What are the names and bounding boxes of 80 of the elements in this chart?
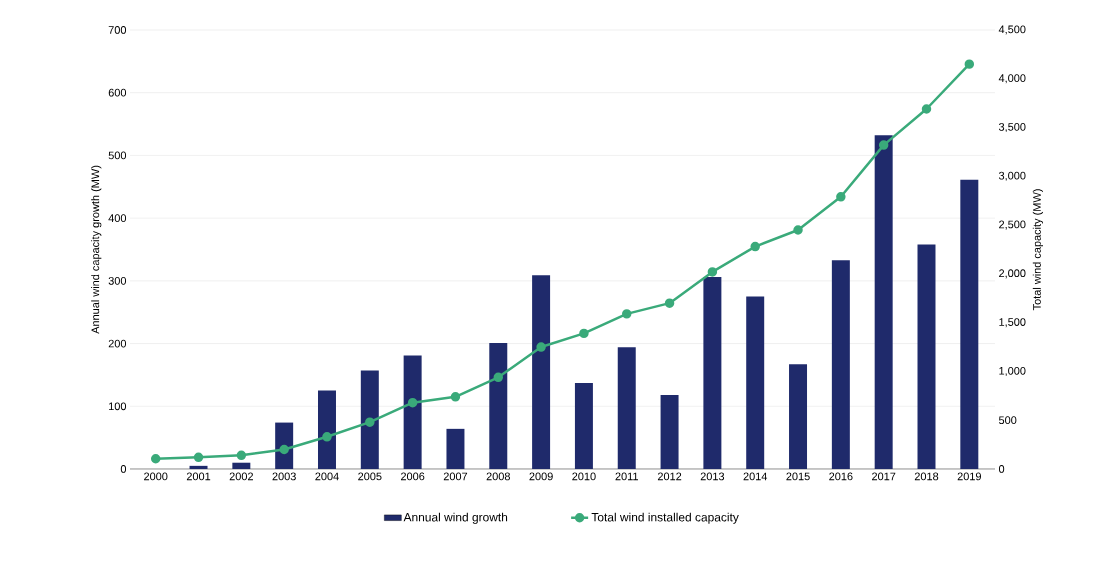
x-tick-label: 2012 [657,472,682,481]
bar [532,275,551,469]
bar [446,428,465,469]
y2-tick-label: 1,500 [999,318,1026,328]
bar [574,383,593,469]
point [921,104,932,114]
point [793,225,803,235]
x-tick-label: 2002 [229,472,253,481]
y-tick-label: 700 [108,26,127,34]
y2-tick-label: 1,000 [999,366,1026,376]
point [450,392,461,402]
x-tick-label: 2010 [572,472,596,481]
y2-tick-label: 2,000 [999,269,1026,279]
y-tick-label: 400 [108,214,127,223]
x-tick-label: 2006 [400,472,425,481]
x-tick-label: 2008 [486,472,510,481]
x-tick-label: 2000 [144,472,168,481]
bar [917,244,936,469]
point [279,444,289,455]
point [964,59,975,69]
bar [703,277,722,469]
point [878,140,889,150]
y-tick-label: 600 [108,88,127,97]
bar [789,364,808,469]
x-tick-label: 2016 [829,472,853,481]
y2-tick-label: 500 [998,416,1017,425]
point [150,454,161,464]
y2-tick-label: 2,500 [999,220,1026,230]
point [622,309,632,319]
point [750,241,760,252]
bar [489,342,508,469]
legend-label: Annual wind growth [403,512,508,524]
bar [660,394,679,469]
legend-label: Total wind installed capacity [591,512,739,524]
point [365,417,375,427]
x-tick-label: 2001 [186,472,211,481]
x-tick-label: 2007 [443,472,468,481]
point [707,267,718,277]
y-tick-label: 300 [108,276,127,285]
y-tick-label: 500 [108,151,127,160]
y2-axis-title: Total wind capacity (MW) [1032,189,1043,311]
y-tick-label: 200 [108,339,127,348]
bar [189,465,208,469]
x-tick-label: 2019 [957,472,981,481]
point [193,452,204,463]
y-tick-label: 100 [109,402,127,411]
bar [360,370,379,469]
point [836,192,846,202]
x-tick-label: 2018 [914,472,939,481]
point [407,397,418,408]
x-tick-label: 2013 [700,472,725,481]
x-tick-label: 2003 [272,472,296,481]
x-tick-label: 2011 [615,472,638,481]
bar [232,462,251,469]
x-tick-label: 2015 [786,472,810,481]
point [493,372,504,383]
point [322,432,332,442]
point [664,298,675,308]
x-tick-label: 2009 [529,472,553,481]
bar [617,347,636,469]
bar [746,296,765,469]
y2-tick-label: 3,500 [998,123,1026,133]
y-axis-title: Annual wind capacity growth (MW) [91,165,102,334]
x-tick-label: 2005 [358,472,382,481]
x-tick-label: 2014 [743,472,768,481]
point [579,328,589,339]
bar [318,390,336,469]
bar [874,135,893,469]
x-tick-label: 2017 [872,472,896,481]
x-tick-label: 2004 [315,472,339,481]
bar [403,355,422,469]
y2-tick-label: 3,000 [998,171,1026,181]
point [236,450,247,461]
bar [960,179,979,469]
y2-tick-label: 4,000 [998,74,1026,84]
y-tick-label: 0 [120,465,127,473]
y2-tick-label: 4,500 [998,25,1026,35]
y2-tick-label: 0 [998,465,1005,473]
point [536,342,546,352]
bar [831,260,850,469]
